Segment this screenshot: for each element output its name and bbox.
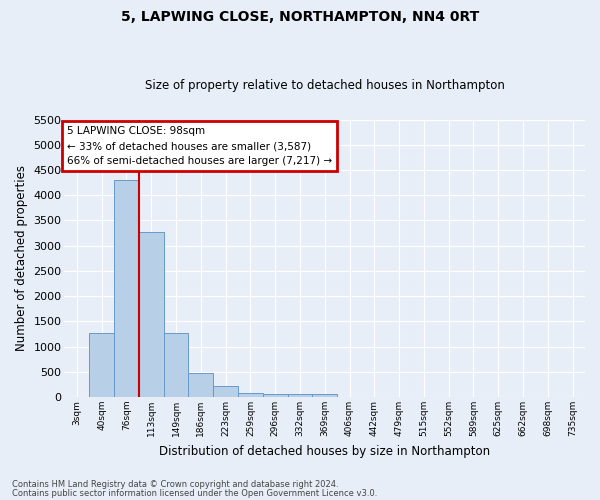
Bar xyxy=(139,232,164,397)
Text: Contains HM Land Registry data © Crown copyright and database right 2024.: Contains HM Land Registry data © Crown c… xyxy=(12,480,338,489)
X-axis label: Distribution of detached houses by size in Northampton: Distribution of detached houses by size … xyxy=(159,444,490,458)
Text: Contains public sector information licensed under the Open Government Licence v3: Contains public sector information licen… xyxy=(12,488,377,498)
Text: 5 LAPWING CLOSE: 98sqm
← 33% of detached houses are smaller (3,587)
66% of semi-: 5 LAPWING CLOSE: 98sqm ← 33% of detached… xyxy=(67,126,332,166)
Bar xyxy=(89,334,114,397)
Bar xyxy=(238,392,263,397)
Bar xyxy=(263,394,287,397)
Bar xyxy=(164,333,188,397)
Text: 5, LAPWING CLOSE, NORTHAMPTON, NN4 0RT: 5, LAPWING CLOSE, NORTHAMPTON, NN4 0RT xyxy=(121,10,479,24)
Bar xyxy=(213,386,238,397)
Bar xyxy=(188,373,213,397)
Title: Size of property relative to detached houses in Northampton: Size of property relative to detached ho… xyxy=(145,79,505,92)
Bar xyxy=(313,394,337,397)
Y-axis label: Number of detached properties: Number of detached properties xyxy=(15,166,28,352)
Bar xyxy=(287,394,313,397)
Bar xyxy=(114,180,139,397)
